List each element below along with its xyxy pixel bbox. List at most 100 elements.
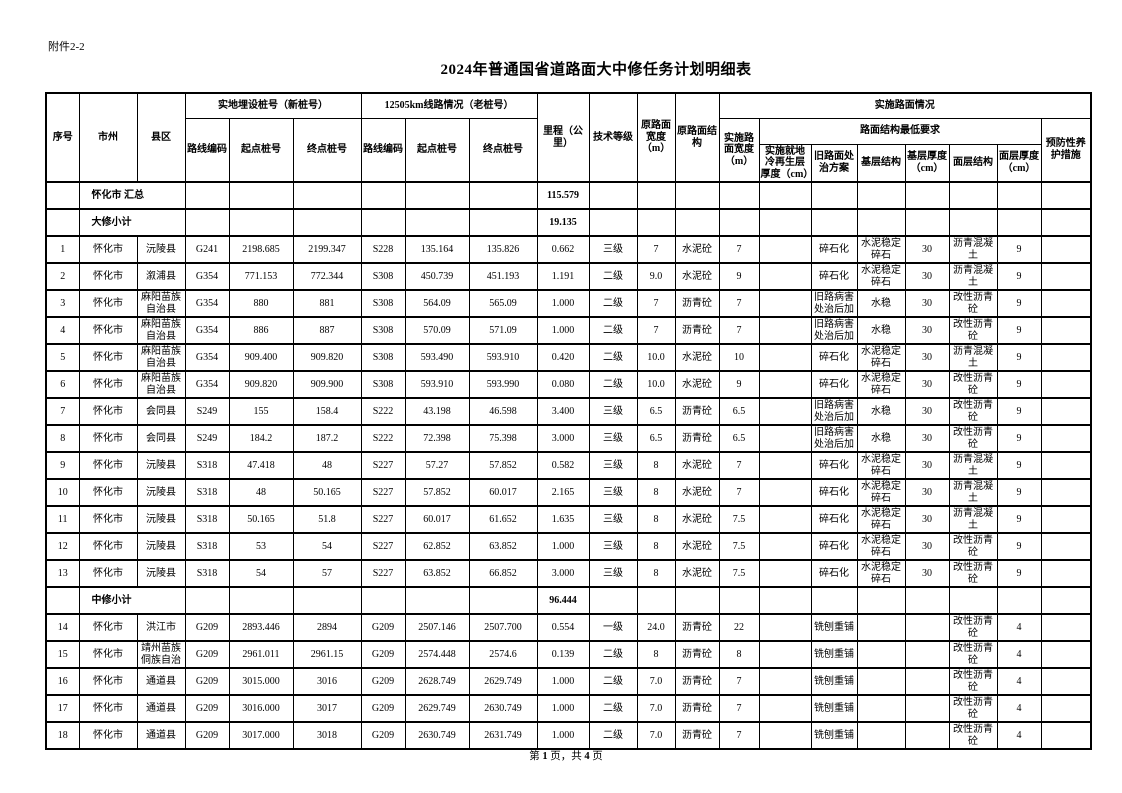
attachment-label: 附件2-2 bbox=[48, 41, 85, 53]
empty-cell bbox=[904, 208, 950, 237]
cell: G209 bbox=[360, 640, 406, 669]
cell: 7.0 bbox=[636, 667, 676, 696]
cell: 9 bbox=[996, 559, 1042, 588]
cell: 靖州苗族侗族自治 bbox=[136, 640, 186, 669]
header-orig-width: 原路面宽度（m） bbox=[636, 92, 676, 183]
cell: G241 bbox=[184, 235, 230, 264]
empty-cell bbox=[1040, 694, 1092, 723]
empty-cell bbox=[856, 721, 906, 750]
cell: G209 bbox=[184, 721, 230, 750]
cell: 2629.749 bbox=[468, 667, 538, 696]
empty-cell bbox=[758, 235, 812, 264]
cell: 30 bbox=[904, 505, 950, 534]
cell: 麻阳苗族自治县 bbox=[136, 289, 186, 318]
empty-cell bbox=[758, 343, 812, 372]
cell: 7 bbox=[718, 451, 760, 480]
cell: 沥青砼 bbox=[674, 397, 720, 426]
cell: 880 bbox=[228, 289, 294, 318]
cell: 洪江市 bbox=[136, 613, 186, 642]
empty-cell bbox=[184, 181, 230, 210]
cell: 1.635 bbox=[536, 505, 590, 534]
cell: 46.598 bbox=[468, 397, 538, 426]
cell: 135.826 bbox=[468, 235, 538, 264]
empty-cell bbox=[1040, 235, 1092, 264]
cell: 水稳 bbox=[856, 289, 906, 318]
cell: 旧路病害处治后加 bbox=[810, 424, 858, 453]
header-cold-recycle: 实施就地冷再生层厚度（cm） bbox=[758, 143, 812, 183]
empty-cell bbox=[904, 640, 950, 669]
table-row: 9 怀化市 沅陵县 S318 47.418 48 S227 57.27 57.852 0.582 三… bbox=[45, 451, 1092, 480]
cell: 4 bbox=[996, 721, 1042, 750]
empty-cell bbox=[758, 451, 812, 480]
cell: 0.080 bbox=[536, 370, 590, 399]
cell: 2629.749 bbox=[404, 694, 470, 723]
cell: 通道县 bbox=[136, 721, 186, 750]
cell: 7 bbox=[636, 316, 676, 345]
empty-cell bbox=[1040, 208, 1092, 237]
cell: 水泥砼 bbox=[674, 478, 720, 507]
cell: S227 bbox=[360, 478, 406, 507]
empty-cell bbox=[1040, 532, 1092, 561]
empty-cell bbox=[228, 181, 294, 210]
cell: 593.910 bbox=[404, 370, 470, 399]
cell: 11 bbox=[45, 505, 80, 534]
empty-cell bbox=[45, 586, 80, 615]
empty-cell bbox=[948, 181, 998, 210]
empty-cell bbox=[856, 181, 906, 210]
cell: 1.000 bbox=[536, 721, 590, 750]
empty-cell bbox=[292, 181, 362, 210]
cell: 96.444 bbox=[536, 586, 590, 615]
cell: 53 bbox=[228, 532, 294, 561]
header-city: 市州 bbox=[78, 92, 138, 183]
empty-cell bbox=[758, 613, 812, 642]
empty-cell bbox=[468, 586, 538, 615]
cell: 沥青砼 bbox=[674, 667, 720, 696]
empty-cell bbox=[758, 532, 812, 561]
cell: 8 bbox=[636, 478, 676, 507]
cell: 187.2 bbox=[292, 424, 362, 453]
cell: 6.5 bbox=[636, 397, 676, 426]
cell: 沅陵县 bbox=[136, 505, 186, 534]
table-row: 5 怀化市 麻阳苗族自治县 G354 909.400 909.820 S308 593.490… bbox=[45, 343, 1092, 372]
header-start-stake-old: 起点桩号 bbox=[404, 117, 470, 183]
cell: 沥青砼 bbox=[674, 289, 720, 318]
empty-cell bbox=[758, 586, 812, 615]
cell: S308 bbox=[360, 289, 406, 318]
header-impl-group: 实施路面情况 bbox=[718, 92, 1092, 119]
empty-cell bbox=[758, 694, 812, 723]
cell: 8 bbox=[636, 559, 676, 588]
empty-cell bbox=[468, 208, 538, 237]
cell: 10 bbox=[45, 478, 80, 507]
cell: 碎石化 bbox=[810, 478, 858, 507]
cell: 怀化市 bbox=[78, 262, 138, 291]
empty-cell bbox=[228, 208, 294, 237]
cell: 158.4 bbox=[292, 397, 362, 426]
cell: 9 bbox=[718, 370, 760, 399]
table-row: 18 怀化市 通道县 G209 3017.000 3018 G209 2630.749 2631… bbox=[45, 721, 1092, 750]
cell: 怀化市 bbox=[78, 640, 138, 669]
header-surface-thickness: 面层厚度（cm） bbox=[996, 143, 1042, 183]
cell: 3 bbox=[45, 289, 80, 318]
empty-cell bbox=[1040, 478, 1092, 507]
cell: 9 bbox=[45, 451, 80, 480]
cell: 水泥稳定碎石 bbox=[856, 343, 906, 372]
cell: 7 bbox=[636, 289, 676, 318]
cell: 水泥砼 bbox=[674, 343, 720, 372]
empty-cell bbox=[1040, 316, 1092, 345]
empty-cell bbox=[588, 181, 638, 210]
cell: 二级 bbox=[588, 370, 638, 399]
cell: 6 bbox=[45, 370, 80, 399]
cell: S308 bbox=[360, 343, 406, 372]
cell: 碎石化 bbox=[810, 370, 858, 399]
cell: 54 bbox=[292, 532, 362, 561]
cell: 571.09 bbox=[468, 316, 538, 345]
cell: 909.400 bbox=[228, 343, 294, 372]
header-sn: 序号 bbox=[45, 92, 80, 183]
empty-cell bbox=[1040, 181, 1092, 210]
empty-cell bbox=[360, 181, 406, 210]
cell: 570.09 bbox=[404, 316, 470, 345]
empty-cell bbox=[856, 640, 906, 669]
cell: 7 bbox=[45, 397, 80, 426]
table-row: 14 怀化市 洪江市 G209 2893.446 2894 G209 2507.146 2507… bbox=[45, 613, 1092, 642]
cell: 碎石化 bbox=[810, 343, 858, 372]
